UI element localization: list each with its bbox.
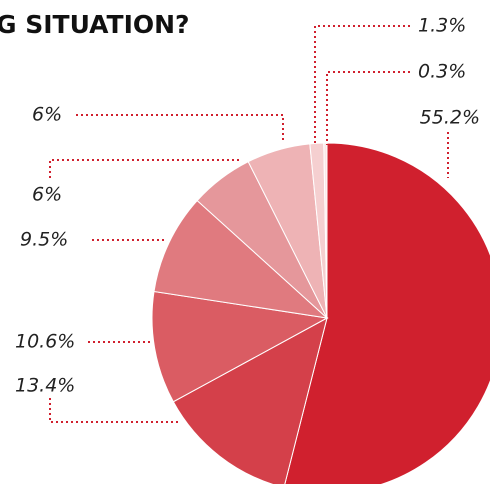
pie-slice — [151, 290, 329, 403]
data-label: 13.4% — [15, 375, 75, 397]
leader-line — [49, 159, 240, 178]
leader-line — [314, 25, 410, 145]
data-label: 6% — [32, 104, 62, 126]
data-label: 1.3% — [418, 15, 466, 37]
data-label: 55.2% — [420, 107, 480, 129]
pie-slice — [172, 317, 328, 484]
pie-slice — [284, 142, 490, 484]
leader-line — [326, 71, 410, 145]
data-label: 10.6% — [15, 331, 75, 353]
leader-line — [49, 398, 180, 423]
chart-title: G SITUATION? — [0, 10, 190, 39]
data-label: 6% — [32, 184, 62, 206]
data-label: 9.5% — [20, 229, 68, 251]
leader-line — [76, 114, 284, 142]
pie-slice — [323, 142, 328, 319]
data-label: 0.3% — [418, 61, 466, 83]
pie-slice — [153, 199, 329, 319]
